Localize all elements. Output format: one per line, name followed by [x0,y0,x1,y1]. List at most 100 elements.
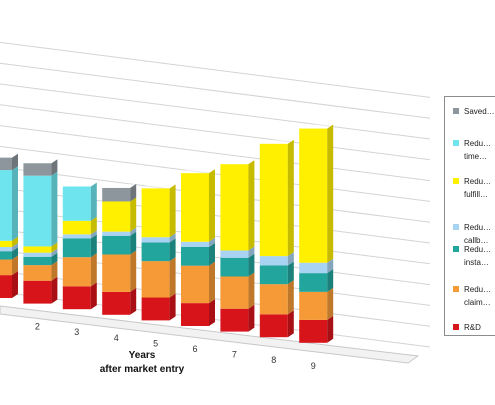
bar-segment [23,163,52,176]
bar-segment [181,241,209,247]
gridline [0,83,431,140]
bar-segment-side [130,227,137,236]
legend-label: Saved… [464,107,495,116]
bar-segment [299,262,328,274]
x-tick-label: 4 [114,333,119,343]
bar-segment [0,251,12,260]
bar-top [220,160,255,165]
bar-segment-side [287,280,294,315]
bar-segment [62,257,91,287]
legend-label: Redu… fulfill… [464,177,492,199]
bar-segment-side [327,258,334,274]
bar-segment-side [90,182,97,221]
bar-segment-side [51,171,58,247]
legend-swatch [453,178,459,184]
bar-segment [220,164,249,251]
bar-segment [0,240,12,248]
bar-segment-side [287,139,294,257]
bar-segment [141,297,170,321]
bar-segment-side [287,310,294,338]
bar-segment [23,256,52,266]
bar-segment-side [51,252,58,266]
bar-segment [259,314,288,338]
bar-segment [62,234,91,239]
bar-segment-side [130,183,137,202]
legend-label: Redu… insta… [464,245,492,267]
bar-segment-side [51,159,58,176]
bar-segment [0,259,12,276]
bar-segment [299,291,328,320]
bar-segment [62,238,91,258]
legend-swatch [453,224,459,230]
bar-segment [141,188,170,238]
bar-segment-side [90,230,97,239]
bar-segment-side [169,238,176,262]
bar-segment-side [90,253,97,287]
bar-segment [220,276,249,309]
bar-segment [141,261,170,298]
axis-labels: Years after market entry [100,350,185,375]
bar-segment-side [90,234,97,258]
bar-segment-side [90,282,97,310]
bar-segment-side [51,276,58,304]
bar-segment-side [248,246,255,258]
bar-segment-side [12,236,18,248]
gridline [0,62,431,119]
bar-group [0,124,334,343]
x-tick-label: 2 [35,322,40,332]
bar-segment-side [90,216,97,235]
bar-segment-side [130,231,137,255]
bar-top [102,183,137,188]
legend-swatch [453,246,459,252]
bar-segment-side [130,250,137,292]
bar-segment-side [209,261,215,304]
bar-segment [299,319,328,343]
legend-swatch [453,324,459,330]
bar-segment-side [209,237,215,247]
bar-segment-side [327,287,334,320]
legend-swatch [453,140,459,146]
bar-segment [181,246,209,266]
legend-label: Redu… time… [464,139,492,161]
x-tick-label: 9 [311,361,316,371]
bar-top [299,124,334,129]
bar-top [181,169,215,174]
bar-segment-side [248,160,255,251]
bar-segment [0,170,12,241]
bar-segment [0,247,12,252]
bar-segment [181,303,209,326]
bar-segment [0,275,12,298]
bar-segment [259,143,288,257]
bar-segment-side [248,272,255,309]
bar-segment [259,265,288,285]
bar-segment [102,231,131,236]
legend-label: Redu… callb… [464,223,492,245]
bar-segment [0,157,12,171]
bar-segment [23,265,52,281]
bar-segment-side [248,253,255,277]
bar-top [141,184,176,189]
legend-label: R&D [464,323,481,332]
bar-segment-side [327,124,334,263]
bar-segment-side [12,153,18,171]
bar-segment [259,284,288,315]
bar-segment-side [12,243,18,252]
bar-segment-side [51,248,58,257]
bar-segment-side [51,242,58,253]
bar-segment [23,280,52,304]
bar-segment [23,175,52,247]
x-axis-label: Years after market entry [100,350,185,375]
x-tick-label: 8 [271,355,276,365]
bar-segment-side [12,166,18,241]
x-tick-labels: 2 3 4 5 6 7 8 9 [35,322,316,371]
bar-segment-side [327,269,334,292]
bar-segment-side [130,197,137,232]
bar-segment-side [248,304,255,332]
bar-segment [62,286,91,310]
legend-swatch [453,108,459,114]
legend-label: Redu… claim… [464,285,492,307]
bar-segment-side [12,247,18,260]
bar-segment [141,242,170,262]
bar-segment [23,252,52,257]
